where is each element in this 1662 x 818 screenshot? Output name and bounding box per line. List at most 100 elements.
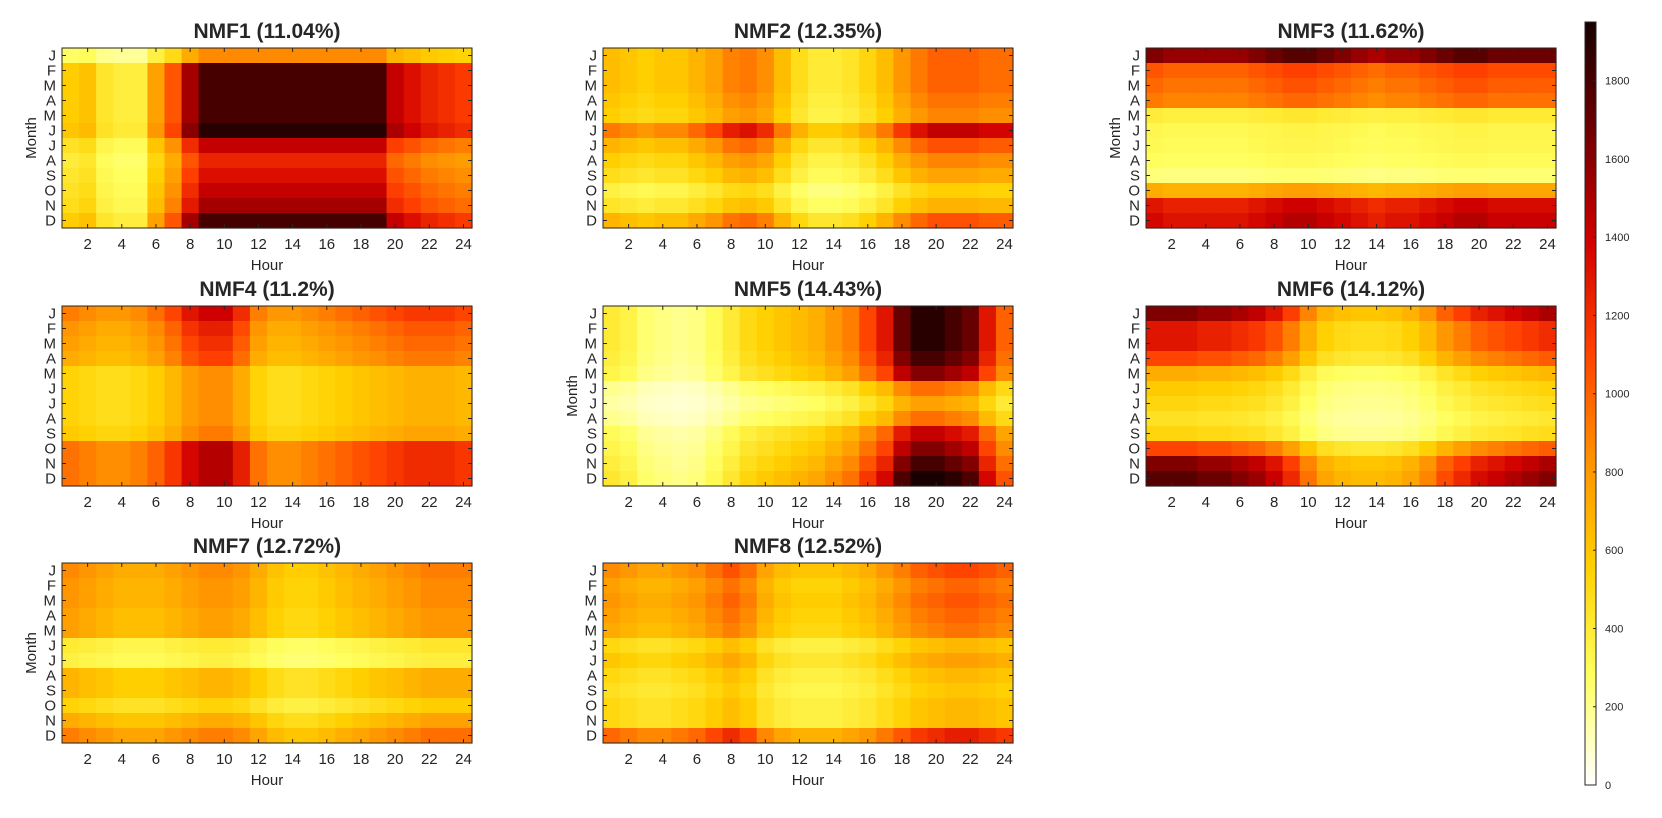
heatmap-cell	[79, 411, 97, 427]
heatmap-cell	[232, 563, 251, 579]
month-tick-label: J	[49, 123, 57, 140]
heatmap-cell	[232, 668, 251, 684]
colorbar-tick-label: 1400	[1605, 232, 1629, 244]
heatmap-cell	[79, 198, 97, 214]
x-axis-label: Hour	[792, 515, 825, 532]
heatmap-cell	[944, 593, 963, 609]
heatmap-cell	[437, 381, 456, 397]
month-tick-label: O	[44, 183, 56, 200]
heatmap-cell	[995, 93, 1014, 109]
heatmap-cell	[232, 93, 251, 109]
month-tick-label: J	[1133, 381, 1141, 398]
heatmap-cell	[978, 578, 997, 594]
heatmap-cell	[113, 578, 131, 594]
heatmap-cell	[1282, 471, 1301, 487]
heatmap-cell	[1248, 168, 1267, 184]
heatmap-cell	[1470, 63, 1489, 79]
heatmap-cell	[722, 213, 741, 229]
hour-tick-label: 8	[727, 751, 735, 768]
heatmap-cell	[79, 728, 97, 744]
heatmap-cell	[1538, 306, 1557, 322]
heatmap-cell	[859, 351, 877, 367]
heatmap-cell	[215, 48, 234, 64]
heatmap-cell	[198, 168, 217, 184]
heatmap-cell	[130, 713, 149, 729]
heatmap-cell	[876, 698, 895, 714]
heatmap-cell	[995, 63, 1014, 79]
heatmap-cell	[62, 48, 80, 64]
hour-tick-label: 12	[250, 236, 267, 253]
heatmap-cell	[1265, 93, 1284, 109]
heatmap-cell	[386, 183, 405, 199]
heatmap-cell	[62, 411, 80, 427]
hour-tick-label: 8	[1270, 236, 1278, 253]
month-tick-label: D	[586, 728, 597, 745]
heatmap-cell	[437, 683, 456, 699]
hour-tick-label: 10	[216, 236, 233, 253]
heatmap-cell	[147, 108, 166, 124]
heatmap-cell	[79, 306, 97, 322]
heatmap-cell	[1368, 108, 1386, 124]
heatmap-cell	[420, 63, 439, 79]
month-tick-label: A	[1130, 153, 1140, 170]
heatmap-cell	[267, 653, 285, 669]
heatmap-cell	[437, 183, 456, 199]
heatmap-cell	[1351, 78, 1369, 94]
heatmap-cell	[1282, 48, 1301, 64]
heatmap-cell	[403, 563, 422, 579]
heatmap-cell	[842, 563, 860, 579]
month-tick-label: J	[49, 638, 57, 655]
heatmap-cell	[842, 198, 860, 214]
heatmap-cell	[215, 668, 234, 684]
heatmap-cell	[130, 578, 149, 594]
heatmap-cell	[284, 381, 302, 397]
heatmap-cell	[1368, 48, 1386, 64]
heatmap-cell	[1180, 381, 1198, 397]
heatmap-cell	[437, 638, 456, 654]
heatmap-cell	[654, 638, 672, 654]
heatmap-cell	[842, 321, 860, 337]
heatmap-cell	[790, 426, 809, 442]
heatmap-cell	[335, 48, 354, 64]
heatmap-cell	[893, 426, 912, 442]
heatmap-cell	[944, 411, 963, 427]
plot-frame	[602, 47, 1014, 229]
heatmap-cell	[1402, 306, 1420, 322]
heatmap-cell	[215, 411, 234, 427]
hour-tick-label: 16	[318, 751, 335, 768]
heatmap-cell	[369, 183, 388, 199]
heatmap-cell	[96, 153, 114, 169]
heatmap-cell	[403, 321, 422, 337]
heatmap-cell	[671, 306, 690, 322]
heatmap-cell	[164, 93, 183, 109]
month-tick-label: A	[587, 608, 597, 625]
heatmap-cell	[637, 63, 655, 79]
heatmap-cell	[147, 183, 166, 199]
heatmap-cell	[603, 93, 621, 109]
heatmap-cell	[318, 698, 336, 714]
heatmap-cell	[79, 653, 97, 669]
heatmap-cell	[773, 426, 792, 442]
month-tick-label: J	[590, 48, 598, 65]
heatmap-cell	[335, 698, 354, 714]
heatmap-cell	[147, 63, 166, 79]
heatmap-cell	[1316, 63, 1335, 79]
heatmap-cell	[1146, 321, 1164, 337]
heatmap-cell	[893, 441, 912, 457]
heatmap-cell	[318, 471, 336, 487]
heatmap-cell	[961, 441, 980, 457]
heatmap-cell	[335, 441, 354, 457]
heatmap-cell	[654, 381, 672, 397]
heatmap-cell	[335, 336, 354, 352]
heatmap-cell	[1146, 351, 1164, 367]
heatmap-cell	[1231, 306, 1250, 322]
heatmap-cell	[790, 366, 809, 382]
month-tick-label: S	[46, 426, 56, 443]
heatmap-cell	[79, 321, 97, 337]
heatmap-cell	[1197, 48, 1215, 64]
heatmap-cell	[1385, 198, 1403, 214]
heatmap-cell	[352, 563, 371, 579]
heatmap-cell	[1419, 138, 1438, 154]
heatmap-cell	[1265, 168, 1284, 184]
heatmap-cell	[181, 683, 200, 699]
